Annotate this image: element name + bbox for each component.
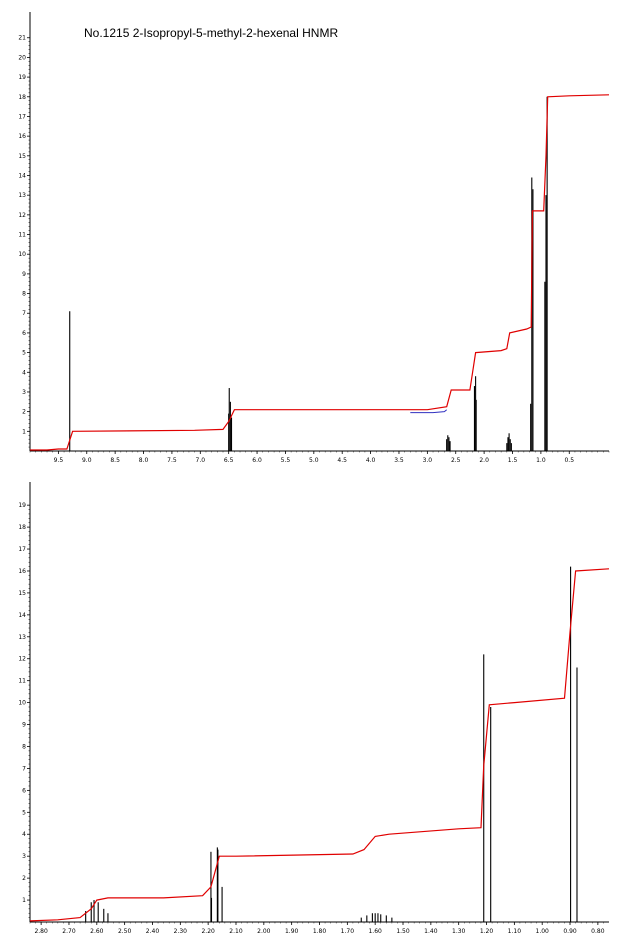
- y-tick-label: 16: [18, 133, 26, 140]
- y-tick-label: 11: [18, 232, 26, 239]
- y-tick-label: 4: [22, 369, 26, 376]
- y-tick-label: 13: [18, 192, 26, 199]
- x-tick-label: 1.80: [313, 928, 327, 935]
- x-tick-label: 1.0: [536, 457, 546, 464]
- x-tick-label: 2.5: [451, 457, 461, 464]
- y-tick-label: 10: [18, 700, 26, 707]
- y-tick-label: 8: [22, 291, 26, 298]
- x-tick-label: 2.60: [90, 928, 104, 935]
- x-tick-label: 8.0: [139, 457, 149, 464]
- y-tick-label: 6: [22, 787, 26, 794]
- y-tick-label: 12: [18, 212, 26, 219]
- y-tick-label: 10: [18, 251, 26, 258]
- x-tick-label: 6.0: [252, 457, 262, 464]
- y-tick-label: 20: [18, 54, 26, 61]
- y-tick-label: 19: [18, 502, 26, 509]
- y-tick-label: 17: [18, 546, 26, 553]
- y-tick-label: 13: [18, 634, 26, 641]
- y-tick-label: 15: [18, 590, 26, 597]
- x-tick-label: 9.5: [54, 457, 64, 464]
- y-tick-label: 14: [18, 612, 26, 619]
- integral-curve: [30, 94, 610, 451]
- x-tick-label: 2.50: [118, 928, 132, 935]
- y-tick-label: 5: [22, 350, 26, 357]
- y-tick-label: 9: [22, 271, 26, 278]
- integral-curve: [29, 568, 610, 922]
- y-tick-label: 1: [22, 428, 26, 435]
- y-tick-label: 19: [18, 74, 26, 81]
- x-tick-label: 8.5: [110, 457, 120, 464]
- y-tick-label: 3: [22, 853, 26, 860]
- y-tick-label: 4: [22, 831, 26, 838]
- x-tick-label: 4.0: [366, 457, 376, 464]
- x-tick-label: 1.00: [536, 928, 550, 935]
- x-tick-label: 1.20: [480, 928, 494, 935]
- y-tick-label: 3: [22, 389, 26, 396]
- x-tick-label: 6.5: [224, 457, 234, 464]
- y-tick-label: 18: [18, 94, 26, 101]
- chart-title: No.1215 2-Isopropyl-5-methyl-2-hexenal H…: [84, 26, 338, 40]
- x-tick-label: 3.5: [394, 457, 404, 464]
- integral-overlay-trace: [410, 409, 448, 414]
- x-tick-label: 0.80: [591, 928, 605, 935]
- x-tick-label: 7.5: [167, 457, 177, 464]
- x-tick-label: 1.30: [452, 928, 466, 935]
- x-tick-label: 2.40: [146, 928, 160, 935]
- y-tick-label: 2: [22, 409, 26, 416]
- y-tick-label: 6: [22, 330, 26, 337]
- x-tick-label: 0.5: [564, 457, 574, 464]
- x-tick-label: 9.0: [82, 457, 92, 464]
- x-tick-label: 2.20: [201, 928, 215, 935]
- x-tick-label: 2.10: [229, 928, 243, 935]
- y-tick-label: 7: [22, 765, 26, 772]
- y-tick-label: 14: [18, 172, 26, 179]
- x-tick-label: 1.60: [368, 928, 382, 935]
- x-tick-label: 1.10: [508, 928, 522, 935]
- y-tick-label: 18: [18, 524, 26, 531]
- x-tick-label: 1.50: [396, 928, 410, 935]
- x-tick-label: 2.00: [257, 928, 271, 935]
- y-tick-label: 5: [22, 809, 26, 816]
- y-tick-label: 8: [22, 743, 26, 750]
- y-tick-label: 2: [22, 875, 26, 882]
- x-tick-label: 2.30: [174, 928, 188, 935]
- y-tick-label: 16: [18, 568, 26, 575]
- x-tick-label: 1.40: [424, 928, 438, 935]
- x-tick-label: 0.90: [563, 928, 577, 935]
- y-tick-label: 12: [18, 656, 26, 663]
- y-tick-label: 21: [18, 35, 26, 42]
- x-tick-label: 1.5: [508, 457, 518, 464]
- y-tick-label: 1: [22, 897, 26, 904]
- x-tick-label: 1.70: [341, 928, 355, 935]
- x-tick-label: 3.0: [423, 457, 433, 464]
- y-tick-label: 17: [18, 113, 26, 120]
- y-tick-label: 11: [18, 678, 26, 685]
- x-tick-label: 2.70: [62, 928, 76, 935]
- x-tick-label: 4.5: [337, 457, 347, 464]
- x-tick-label: 1.90: [285, 928, 299, 935]
- x-tick-label: 2.80: [34, 928, 48, 935]
- y-tick-label: 9: [22, 722, 26, 729]
- x-tick-label: 2.0: [479, 457, 489, 464]
- y-tick-label: 7: [22, 310, 26, 317]
- x-tick-label: 5.5: [281, 457, 291, 464]
- x-tick-label: 5.0: [309, 457, 319, 464]
- y-tick-label: 15: [18, 153, 26, 160]
- x-tick-label: 7.0: [196, 457, 206, 464]
